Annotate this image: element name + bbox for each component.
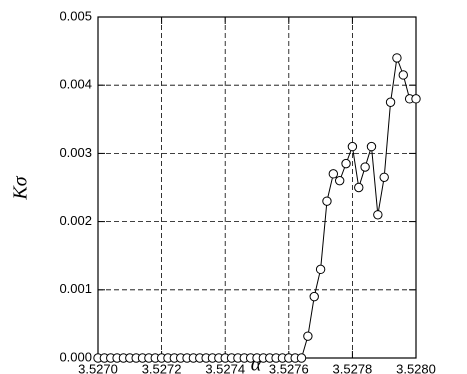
data-line xyxy=(98,57,416,359)
data-point xyxy=(379,172,389,182)
data-point xyxy=(360,162,370,172)
y-tick-label: 0.005 xyxy=(59,8,92,23)
y-tick-label: 0.004 xyxy=(59,77,92,92)
y-tick-label: 0.000 xyxy=(59,349,92,364)
data-point xyxy=(296,353,307,363)
data-point xyxy=(398,70,408,80)
data-point xyxy=(373,210,383,220)
y-tick-label: 0.001 xyxy=(59,281,92,296)
data-point xyxy=(341,158,351,169)
data-point xyxy=(392,53,402,63)
data-point xyxy=(347,141,358,152)
x-tick-label: 3.5276 xyxy=(269,361,309,374)
data-point xyxy=(354,182,364,193)
data-point xyxy=(315,264,326,275)
data-point xyxy=(334,175,345,186)
x-tick-label: 3.5274 xyxy=(205,361,245,374)
x-tick-label: 3.5272 xyxy=(142,361,182,374)
x-axis-label: α xyxy=(251,354,262,374)
data-point xyxy=(303,331,313,341)
data-point xyxy=(366,141,377,152)
x-tick-label: 3.5280 xyxy=(396,361,436,374)
plot-frame xyxy=(97,16,417,359)
data-point xyxy=(309,291,319,302)
x-tick-label: 3.5270 xyxy=(78,361,118,374)
y-tick-label: 0.002 xyxy=(59,213,92,228)
data-point xyxy=(328,169,339,179)
y-tick-label: 0.003 xyxy=(59,145,92,160)
data-point xyxy=(411,94,421,104)
data-point xyxy=(322,196,332,206)
y-axis-label: Kσ xyxy=(10,175,32,200)
data-point xyxy=(385,97,396,107)
x-tick-label: 3.5278 xyxy=(333,361,373,374)
